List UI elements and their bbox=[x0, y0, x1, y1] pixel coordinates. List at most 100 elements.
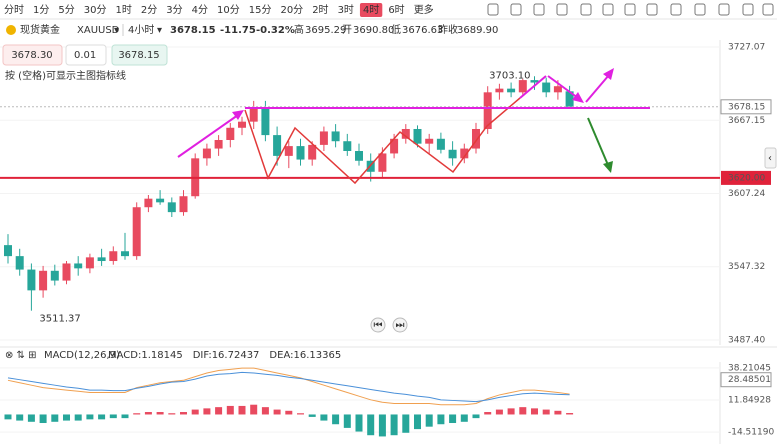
macd-bar bbox=[238, 405, 246, 415]
tool-icon[interactable] bbox=[556, 3, 568, 16]
dea-line bbox=[7, 371, 570, 403]
macd-bar bbox=[27, 414, 35, 422]
symbol-code[interactable]: XAUUSD bbox=[77, 25, 120, 36]
sell-price[interactable]: 3678.30 bbox=[11, 50, 52, 61]
tool-icon[interactable] bbox=[646, 3, 658, 16]
tool-icon[interactable] bbox=[580, 3, 592, 16]
macd-bar bbox=[86, 414, 94, 420]
macd-bar bbox=[273, 409, 281, 415]
timeframe-button[interactable]: 15分 bbox=[249, 4, 272, 16]
symbol-name[interactable]: 现货黄金 bbox=[20, 23, 60, 36]
timeframe-button[interactable]: 1分 bbox=[33, 4, 49, 16]
macd-bar bbox=[472, 414, 480, 419]
y-tick-label: 3487.40 bbox=[728, 335, 765, 345]
high-label: 高 bbox=[294, 23, 304, 36]
tool-icon[interactable] bbox=[694, 3, 706, 16]
buy-price[interactable]: 3678.15 bbox=[118, 50, 159, 61]
timeframe-button[interactable]: 20分 bbox=[280, 4, 303, 16]
candle-body bbox=[495, 88, 504, 93]
candle-body bbox=[343, 141, 352, 151]
macd-bar bbox=[402, 414, 410, 433]
macd-bar bbox=[250, 404, 258, 415]
candle-body bbox=[202, 148, 211, 159]
tool-icon[interactable] bbox=[742, 3, 754, 16]
arrow-head bbox=[232, 110, 244, 120]
y-tick-label: 11.84928 bbox=[728, 396, 771, 406]
macd-bar bbox=[531, 408, 538, 415]
candle-body bbox=[50, 270, 59, 281]
min-price-label: 3511.37 bbox=[39, 314, 80, 325]
macd-bar bbox=[343, 414, 351, 428]
timeframe-button[interactable]: 3时 bbox=[338, 4, 354, 16]
scroll-back-icon[interactable]: ⏮ bbox=[374, 320, 383, 331]
lots-input[interactable] bbox=[65, 44, 107, 66]
period[interactable]: 4小时 bbox=[128, 24, 154, 36]
sell-button[interactable] bbox=[2, 44, 63, 66]
candle-body bbox=[425, 138, 434, 144]
timeframe-button[interactable]: 3分 bbox=[166, 4, 182, 16]
macd-bar bbox=[554, 410, 562, 415]
drawn-arrow bbox=[177, 114, 239, 158]
scroll-forward-icon[interactable]: ⏭ bbox=[396, 320, 405, 331]
candle-body bbox=[214, 139, 223, 149]
timeframe-button[interactable]: 4分 bbox=[192, 4, 208, 16]
scroll-back-button[interactable] bbox=[370, 317, 386, 333]
tool-icon[interactable] bbox=[624, 3, 636, 16]
dropdown-arrow[interactable]: ▾ bbox=[157, 25, 162, 36]
candle-body bbox=[62, 263, 71, 281]
timeframe-button[interactable]: 10分 bbox=[217, 4, 240, 16]
timeframe-button[interactable]: 6时 bbox=[388, 4, 404, 16]
scroll-forward-button[interactable] bbox=[392, 317, 408, 333]
tool-icon[interactable] bbox=[670, 3, 682, 16]
buy-button[interactable] bbox=[111, 44, 168, 66]
candle-body bbox=[273, 135, 282, 156]
dropdown-arrow[interactable]: ▾ bbox=[114, 25, 119, 36]
y-tick-label: 3667.15 bbox=[728, 116, 765, 126]
macd-bar bbox=[437, 414, 445, 425]
panel-toggle[interactable] bbox=[764, 147, 777, 169]
macd-bar bbox=[133, 413, 141, 415]
lots-value[interactable]: 0.01 bbox=[74, 50, 96, 61]
indicator-icons[interactable]: ⊗ ⇅ ⊞ bbox=[5, 350, 37, 361]
y-tick-label: 3607.24 bbox=[728, 189, 765, 199]
panel-toggle-icon[interactable]: ‹ bbox=[768, 153, 772, 164]
candle-body bbox=[401, 128, 410, 139]
tool-icon[interactable] bbox=[602, 3, 614, 16]
tool-icon[interactable] bbox=[487, 3, 499, 16]
tool-icon[interactable] bbox=[510, 3, 522, 16]
drawn-line bbox=[519, 75, 547, 99]
macd-bar bbox=[63, 414, 70, 421]
candle-body bbox=[238, 121, 246, 128]
low-value: 3676.63 bbox=[402, 25, 443, 36]
prev-close-label: 昨收 bbox=[438, 23, 458, 36]
level-box bbox=[721, 170, 771, 185]
candle-body bbox=[156, 198, 165, 203]
candle-body bbox=[144, 198, 153, 208]
candle-body bbox=[413, 128, 422, 144]
open-value: 3690.80 bbox=[353, 25, 394, 36]
tool-icon[interactable] bbox=[762, 3, 774, 16]
candle-body bbox=[448, 149, 457, 159]
timeframe-button[interactable]: 1时 bbox=[115, 4, 131, 16]
timeframe-button[interactable]: 更多 bbox=[414, 3, 434, 16]
timeframe-button[interactable]: 2分 bbox=[141, 4, 157, 16]
timeframe-button[interactable]: 2时 bbox=[312, 4, 328, 16]
candle-body bbox=[355, 150, 363, 161]
arrow-head bbox=[603, 68, 614, 80]
timeframe-button[interactable]: 5分 bbox=[58, 4, 74, 16]
candle-body bbox=[460, 148, 469, 159]
tool-icon[interactable] bbox=[533, 3, 545, 16]
timeframe-button[interactable]: 4时 bbox=[363, 4, 379, 16]
macd-bar bbox=[507, 408, 515, 415]
macd-bar bbox=[355, 414, 363, 432]
candle-body bbox=[97, 257, 106, 262]
tool-icon[interactable] bbox=[718, 3, 730, 16]
timeframe-button[interactable]: 30分 bbox=[84, 4, 107, 16]
candle-body bbox=[249, 106, 258, 122]
candle-body bbox=[518, 80, 527, 93]
timeframe-button[interactable]: 分时 bbox=[4, 4, 24, 16]
macd-bar bbox=[191, 409, 199, 415]
macd-bar bbox=[425, 414, 433, 427]
